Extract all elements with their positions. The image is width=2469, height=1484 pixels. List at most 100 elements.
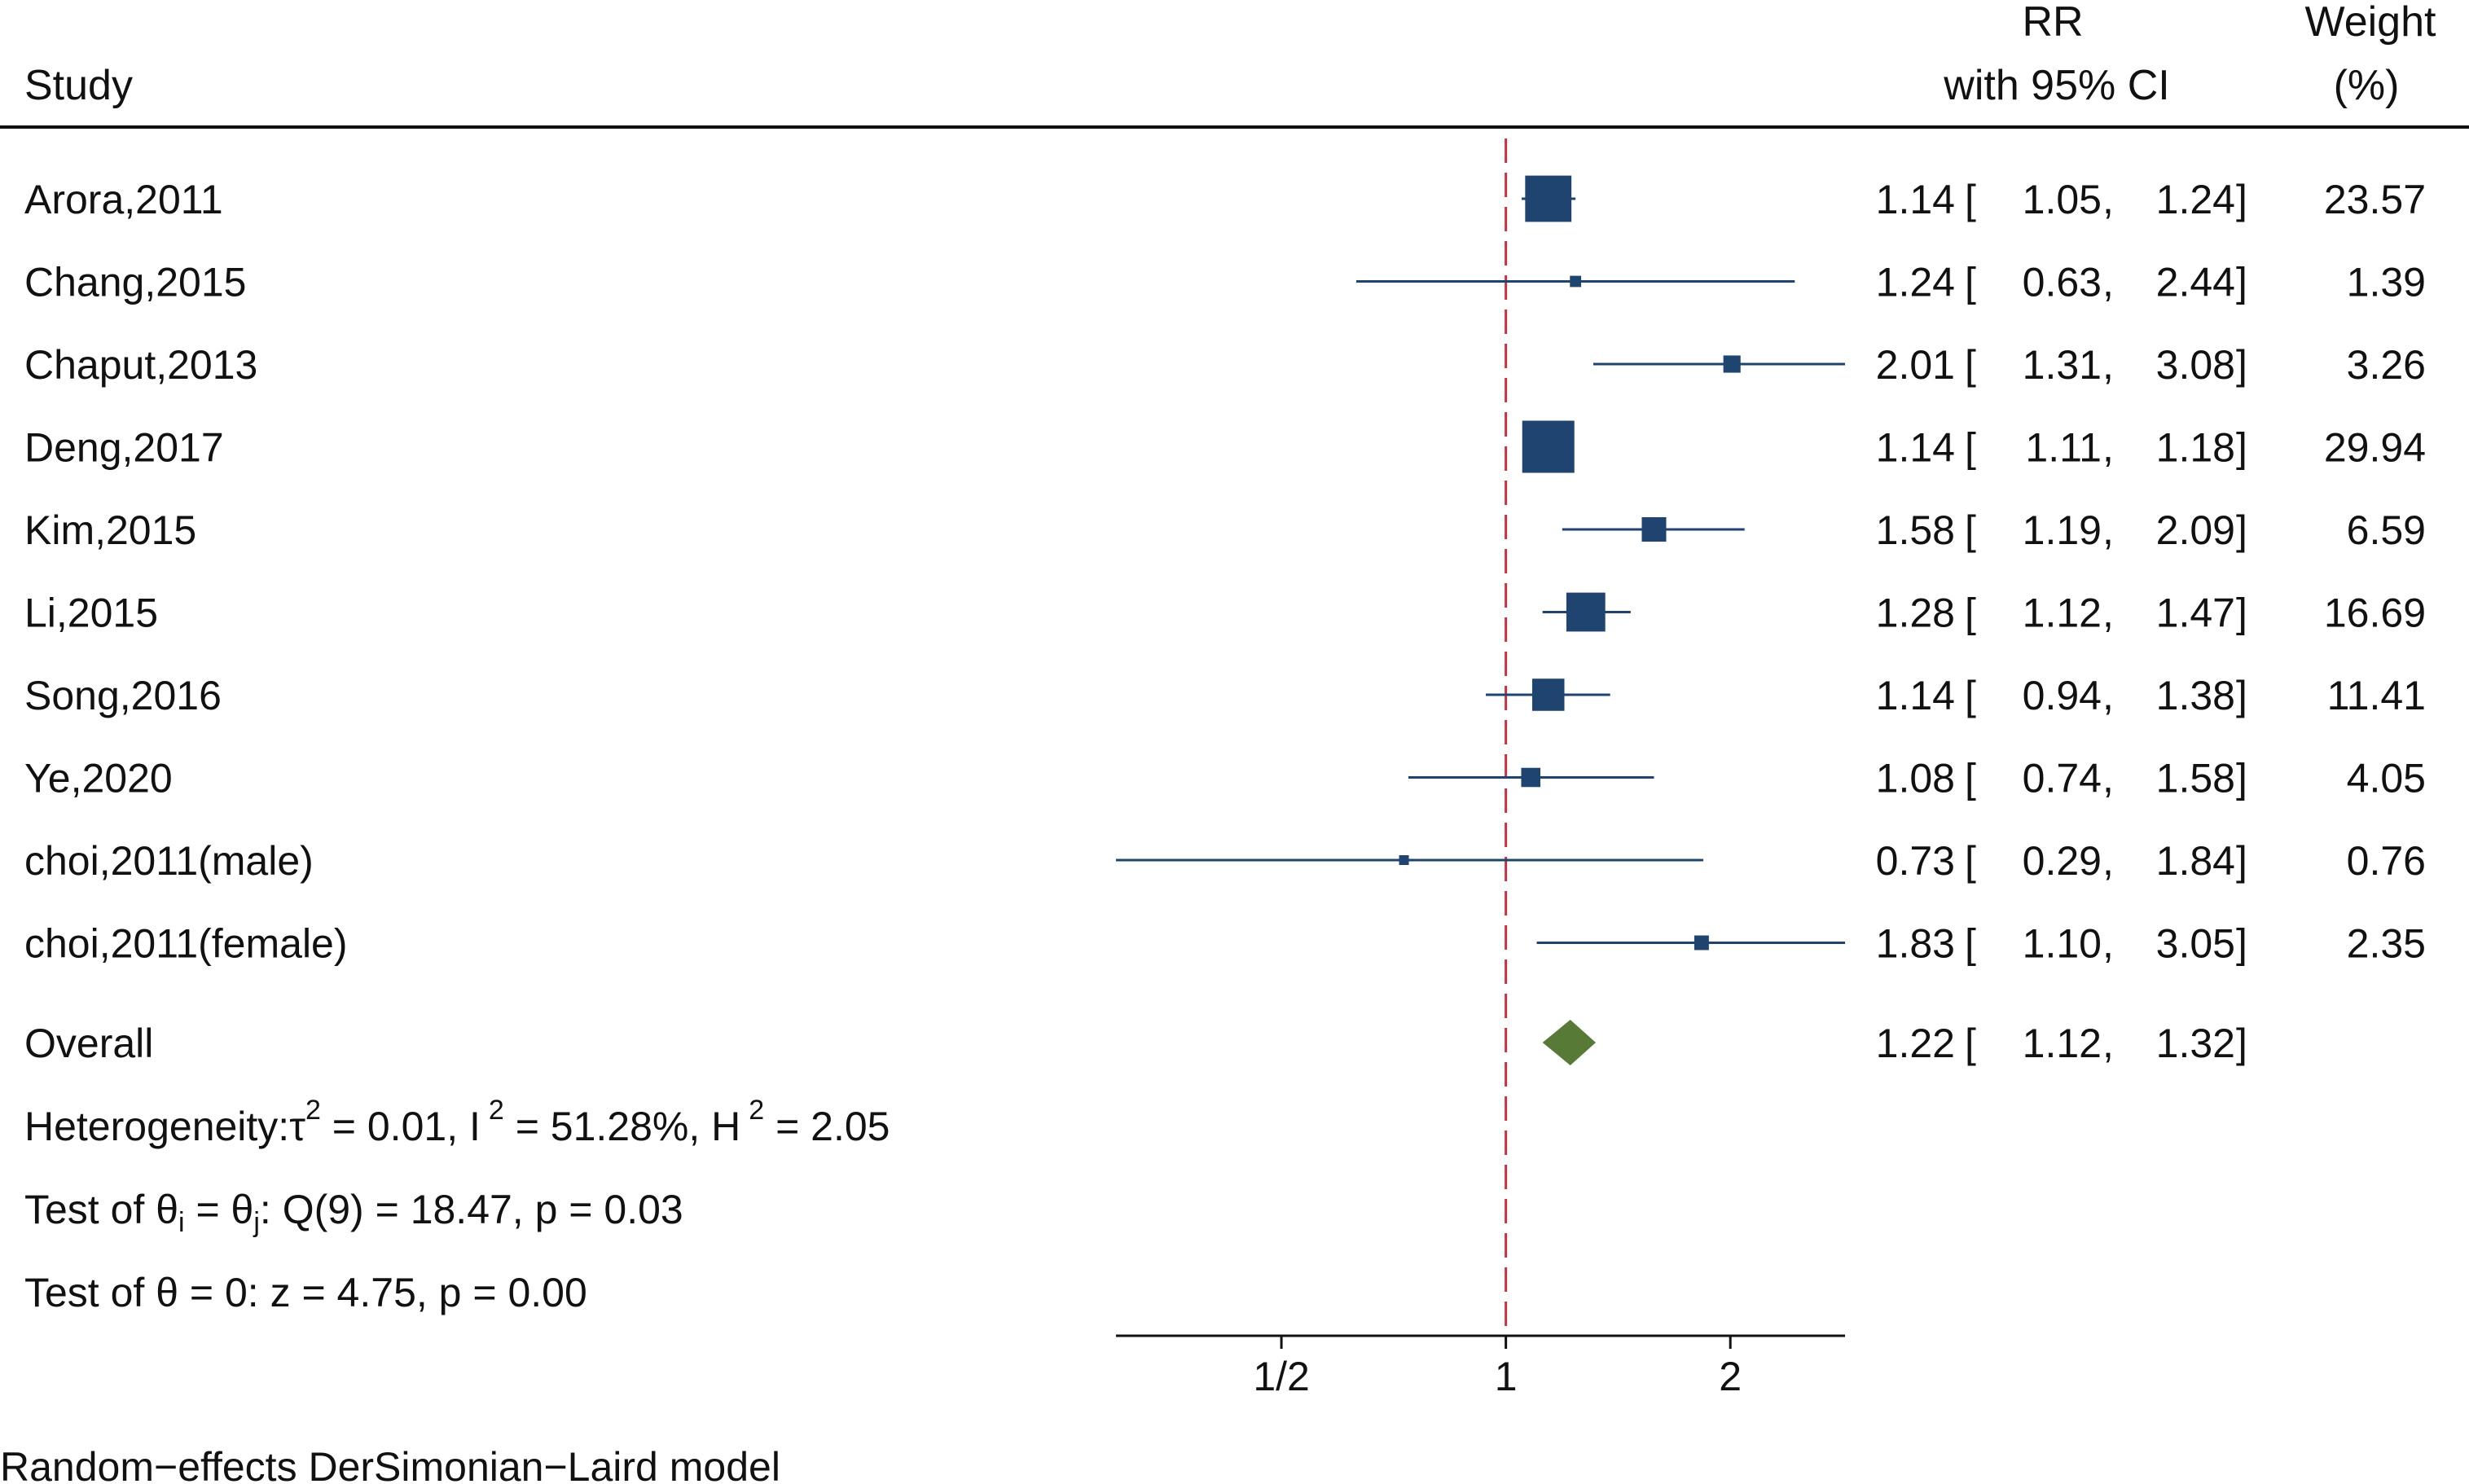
- overall-effect-test: Test of θ = 0: z = 4.75, p = 0.00: [24, 1270, 587, 1315]
- ci-comma: ,: [2102, 838, 2114, 884]
- study-name: Ye,2020: [24, 756, 173, 801]
- study-ci-lower: 0.63: [2023, 260, 2102, 305]
- ci-bracket-open: [: [1965, 425, 1976, 471]
- ci-bracket-close: ]: [2236, 425, 2247, 471]
- study-row: Kim,2015 1.58[1.19, 2.09] 6.59: [24, 507, 2426, 553]
- study-ci-lower: 0.29: [2023, 838, 2102, 884]
- theta-i-sub: i: [178, 1207, 185, 1238]
- study-row: choi,2011(male) 0.73[0.29, 1.84] 0.76: [24, 838, 2426, 884]
- overall-rr: 1.22: [1876, 1021, 1955, 1066]
- study-ci-lower: 1.12: [2023, 591, 2102, 636]
- ci-bracket-close: ]: [2236, 591, 2247, 636]
- study-name: choi,2011(female): [24, 921, 348, 967]
- tau2-value: = 0.01, I: [321, 1104, 481, 1149]
- heterogeneity-prefix: Heterogeneity:: [24, 1104, 289, 1149]
- study-rr: 1.14: [1876, 425, 1955, 471]
- ci-bracket-open: [: [1965, 342, 1976, 388]
- overall-lo: 1.12: [2023, 1021, 2102, 1066]
- plot-marks: [1116, 138, 1845, 1336]
- study-marker: [1525, 175, 1572, 222]
- study-weight: 6.59: [2347, 507, 2426, 553]
- ci-bracket-open: [: [1965, 591, 1976, 636]
- x-tick-label: 2: [1719, 1354, 1742, 1399]
- study-ci-lower: 0.94: [2023, 673, 2102, 718]
- study-row: Chang,2015 1.24[0.63, 2.44] 1.39: [24, 260, 2426, 305]
- study-marker: [1566, 592, 1606, 632]
- study-weight: 16.69: [2324, 591, 2426, 636]
- ci-bracket-close: ]: [2236, 260, 2247, 305]
- study-rr: 1.58: [1876, 507, 1955, 553]
- study-name: Arora,2011: [24, 177, 223, 222]
- ci-bracket-open: [: [1965, 673, 1976, 718]
- study-row: Song,2016 1.14[0.94, 1.38] 11.41: [24, 673, 2426, 718]
- study-weight: 1.39: [2347, 260, 2426, 305]
- ci-bracket-close: ]: [2236, 921, 2247, 967]
- effect-column-header-line1: RR: [2022, 0, 2083, 46]
- study-weight: 0.76: [2347, 838, 2426, 884]
- overall-ci-text: 1.22 [ 1.12 , 1.32 ]: [1876, 1021, 2247, 1066]
- ci-comma: ,: [2102, 673, 2114, 718]
- study-ci-upper: 3.08: [2156, 342, 2235, 388]
- study-column-header: Study: [24, 62, 133, 109]
- study-rr: 1.08: [1876, 756, 1955, 801]
- ci-bracket-open: [: [1965, 756, 1976, 801]
- study-ci-lower: 1.05: [2023, 177, 2102, 222]
- ci-comma: ,: [2102, 921, 2114, 967]
- study-weight: 2.35: [2347, 921, 2426, 967]
- study-row: choi,2011(female) 1.83[1.10, 3.05] 2.35: [24, 921, 2426, 967]
- study-ci-upper: 1.18: [2156, 425, 2235, 471]
- study-marker: [1694, 935, 1709, 951]
- study-marker: [1521, 767, 1541, 788]
- study-ci-lower: 0.74: [2023, 756, 2102, 801]
- study-ci-upper: 1.24: [2156, 177, 2235, 222]
- study-rr: 1.14: [1876, 673, 1955, 718]
- study-row: Deng,2017 1.14[1.11, 1.18] 29.94: [24, 425, 2426, 471]
- study-marker: [1641, 516, 1667, 542]
- ci-comma: ,: [2102, 591, 2114, 636]
- study-rr: 1.14: [1876, 177, 1955, 222]
- study-name: Chaput,2013: [24, 342, 257, 388]
- study-row: Li,2015 1.28[1.12, 1.47] 16.69: [24, 591, 2426, 636]
- homogeneity-result: : Q(9) = 18.47, p = 0.03: [260, 1187, 683, 1232]
- study-marker: [1531, 678, 1565, 711]
- study-rr: 1.28: [1876, 591, 1955, 636]
- study-weight: 29.94: [2324, 425, 2426, 471]
- i2-value: = 51.28%, H: [504, 1104, 740, 1149]
- study-ci-lower: 1.19: [2023, 507, 2102, 553]
- theta-j-symbol: θ: [231, 1187, 254, 1232]
- ci-bracket-open: [: [1965, 177, 1976, 222]
- study-rr: 1.24: [1876, 260, 1955, 305]
- overall-bracket-close: ]: [2236, 1021, 2247, 1066]
- study-rr: 0.73: [1876, 838, 1955, 884]
- study-ci-lower: 1.11: [2025, 425, 2102, 471]
- study-marker: [1399, 855, 1409, 865]
- ci-comma: ,: [2102, 342, 2114, 388]
- h-squared-sup: 2: [749, 1095, 764, 1126]
- ci-bracket-open: [: [1965, 921, 1976, 967]
- i-squared-sup: 2: [489, 1095, 504, 1126]
- study-weight: 4.05: [2347, 756, 2426, 801]
- ci-bracket-close: ]: [2236, 342, 2247, 388]
- study-row: Ye,2020 1.08[0.74, 1.58] 4.05: [24, 756, 2426, 801]
- ci-bracket-close: ]: [2236, 673, 2247, 718]
- h2-value: = 2.05: [764, 1104, 890, 1149]
- ci-comma: ,: [2102, 177, 2114, 222]
- study-marker: [1522, 420, 1575, 473]
- study-rr: 2.01: [1876, 342, 1955, 388]
- study-name: Kim,2015: [24, 507, 196, 553]
- overall-test-result: = 0: z = 4.75, p = 0.00: [178, 1270, 587, 1315]
- study-weight: 11.41: [2327, 673, 2426, 718]
- study-row: Chaput,2013 2.01[1.31, 3.08] 3.26: [24, 342, 2426, 388]
- ci-bracket-close: ]: [2236, 177, 2247, 222]
- overall-bracket-open: [: [1965, 1021, 1976, 1066]
- study-marker: [1570, 275, 1582, 288]
- study-ci-lower: 1.10: [2023, 921, 2102, 967]
- overall-comma: ,: [2102, 1021, 2114, 1066]
- ci-bracket-close: ]: [2236, 838, 2247, 884]
- study-name: Song,2016: [24, 673, 222, 718]
- ci-comma: ,: [2102, 507, 2114, 553]
- ci-comma: ,: [2102, 756, 2114, 801]
- homogeneity-prefix: Test of: [24, 1187, 156, 1232]
- study-weight: 3.26: [2347, 342, 2426, 388]
